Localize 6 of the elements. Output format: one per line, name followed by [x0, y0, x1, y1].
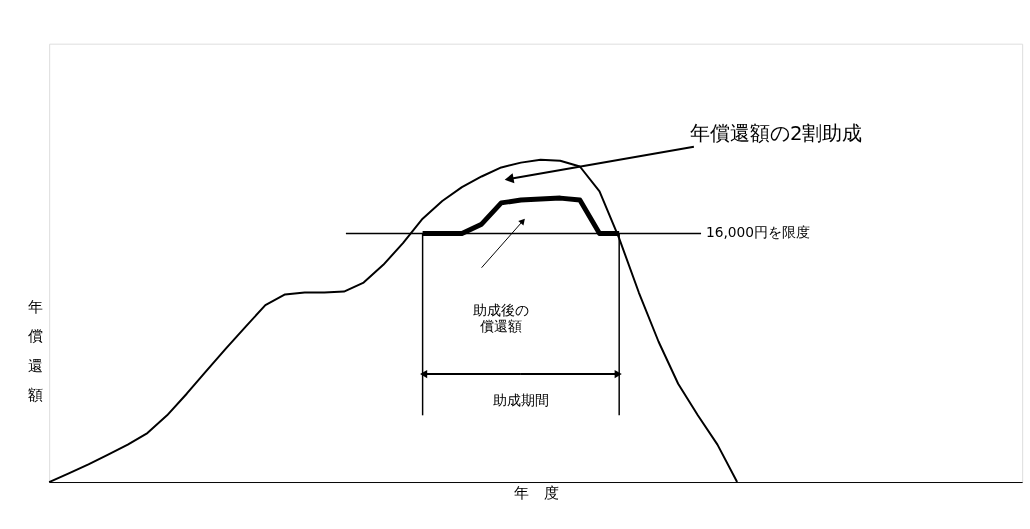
- y-axis-title: 年償還額: [27, 297, 43, 404]
- annotation: 助成期間: [492, 392, 549, 409]
- x-axis-title: 年 度: [513, 484, 559, 502]
- annotation: 助成後の償還額: [473, 302, 530, 334]
- ref-line-label: 16,000円を限度: [705, 224, 811, 241]
- text: 年償還額の2割助成: [689, 121, 863, 145]
